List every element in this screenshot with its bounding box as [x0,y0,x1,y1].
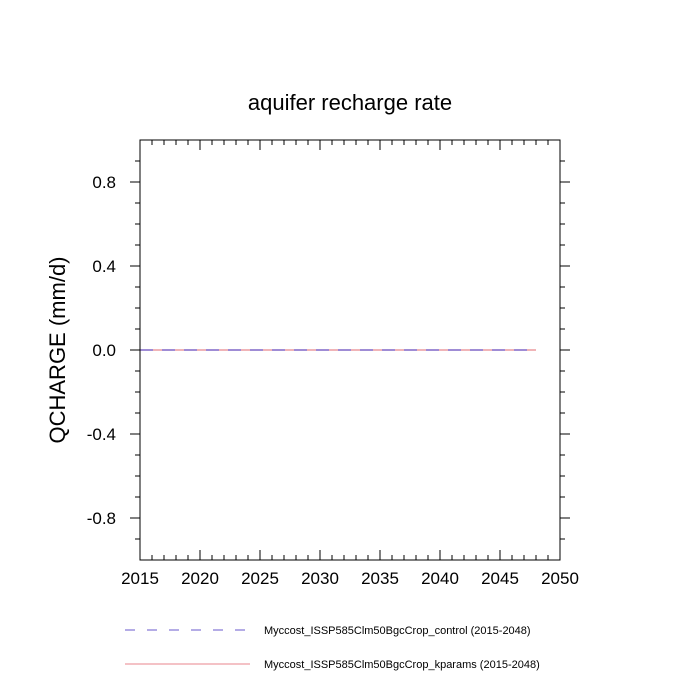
legend-label-1: Myccost_ISSP585Clm50BgcCrop_kparams (201… [264,659,540,671]
y-axis-label: QCHARGE (mm/d) [45,257,70,444]
y-tick-label: -0.4 [87,425,116,444]
x-tick-label: 2030 [301,569,339,588]
y-tick-label: 0.0 [92,341,116,360]
x-tick-label: 2040 [421,569,459,588]
axis-ticks [130,140,570,560]
legend: Myccost_ISSP585Clm50BgcCrop_control (201… [125,625,540,671]
y-tick-label: -0.8 [87,509,116,528]
chart-title: aquifer recharge rate [248,90,452,115]
x-tick-label: 2015 [121,569,159,588]
x-tick-label: 2020 [181,569,219,588]
y-tick-label: 0.4 [92,257,116,276]
x-tick-label: 2035 [361,569,399,588]
x-tick-label: 2025 [241,569,279,588]
axis-tick-labels: 2015 2020 2025 2030 2035 2040 2045 2050 -0.8 -0.4… [87,173,579,588]
legend-label-0: Myccost_ISSP585Clm50BgcCrop_control (201… [264,625,531,637]
plot-frame [139,139,561,561]
x-tick-label: 2045 [481,569,519,588]
y-tick-label: 0.8 [92,173,116,192]
x-tick-label: 2050 [541,569,579,588]
